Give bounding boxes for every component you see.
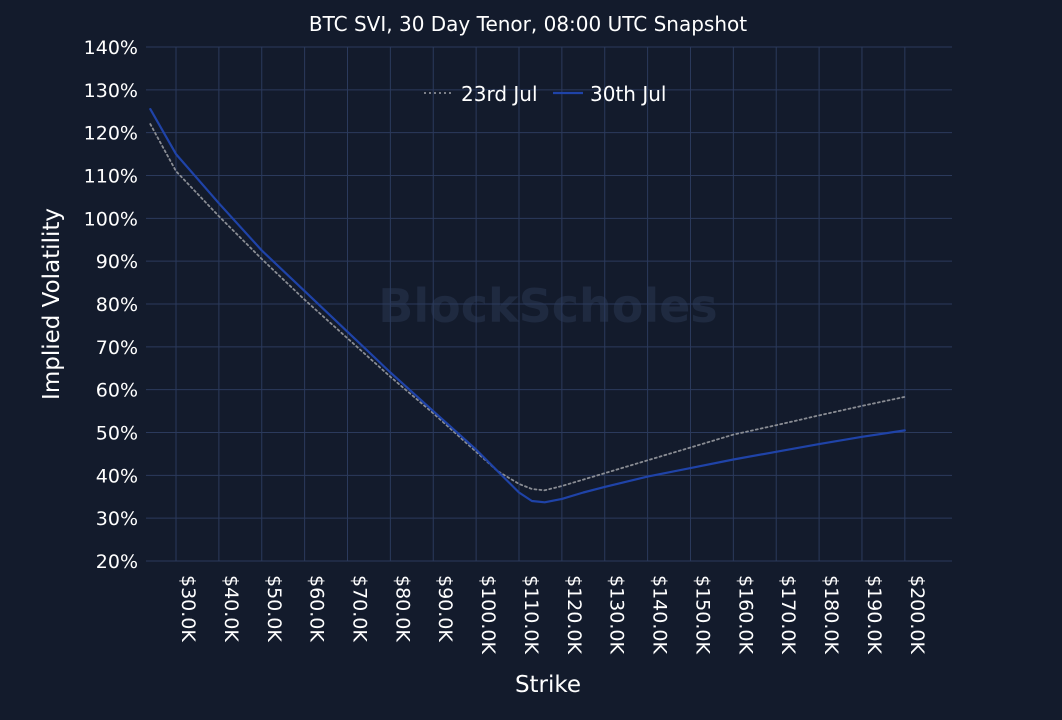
x-tick-label: $100.0K (477, 575, 499, 654)
x-tick-label: $40.0K (220, 575, 242, 642)
x-tick-label: $80.0K (391, 575, 413, 642)
series-layer (149, 107, 906, 504)
x-tick-label: $180.0K (820, 575, 842, 654)
y-tick-label: 110% (84, 166, 138, 188)
y-tick-label: 100% (84, 208, 138, 230)
x-tick-label: $70.0K (349, 575, 371, 642)
y-tick-label: 30% (96, 508, 138, 530)
x-tick-label: $150.0K (691, 575, 713, 654)
y-axis-label: Implied Volatility (39, 208, 65, 400)
y-tick-label: 120% (84, 123, 138, 145)
x-tick-label: $110.0K (520, 575, 542, 654)
x-tick-label: $50.0K (263, 575, 285, 642)
x-tick-label: $200.0K (906, 575, 928, 654)
x-tick-label: $190.0K (863, 575, 885, 654)
grid (146, 46, 952, 562)
y-tick-label: 70% (96, 337, 138, 359)
y-tick-label: 130% (84, 80, 138, 102)
chart-title: BTC SVI, 30 Day Tenor, 08:00 UTC Snapsho… (309, 12, 747, 36)
series-line-23rd-jul (149, 123, 906, 492)
x-tick-label: $160.0K (734, 575, 756, 654)
y-tick-label: 50% (96, 423, 138, 445)
x-axis-label: Strike (515, 672, 581, 698)
x-tick-label: $130.0K (606, 575, 628, 654)
series-line-30th-jul (149, 107, 906, 504)
y-tick-label: 20% (96, 551, 138, 573)
y-tick-label: 90% (96, 251, 138, 273)
y-tick-label: 140% (84, 37, 138, 59)
y-tick-label: 80% (96, 294, 138, 316)
x-tick-label: $140.0K (649, 575, 671, 654)
x-axis-ticks: $30.0K $40.0K $50.0K $60.0K $70.0K $80.0K $90.… (177, 575, 928, 654)
y-axis-ticks: 20% 30% 40% 50% 60% 70% 80% 90% 100% 110% 120% 130%… (84, 37, 138, 573)
x-tick-label: $90.0K (434, 575, 456, 642)
legend-label: 23rd Jul (461, 82, 538, 106)
x-tick-label: $120.0K (563, 575, 585, 654)
x-tick-label: $170.0K (777, 575, 799, 654)
y-tick-label: 40% (96, 465, 138, 487)
y-tick-label: 60% (96, 380, 138, 402)
legend: 23rd Jul 30th Jul (424, 82, 666, 106)
legend-label: 30th Jul (590, 82, 666, 106)
x-tick-label: $30.0K (177, 575, 199, 642)
x-tick-label: $60.0K (306, 575, 328, 642)
watermark: BlockScholes (378, 279, 717, 333)
